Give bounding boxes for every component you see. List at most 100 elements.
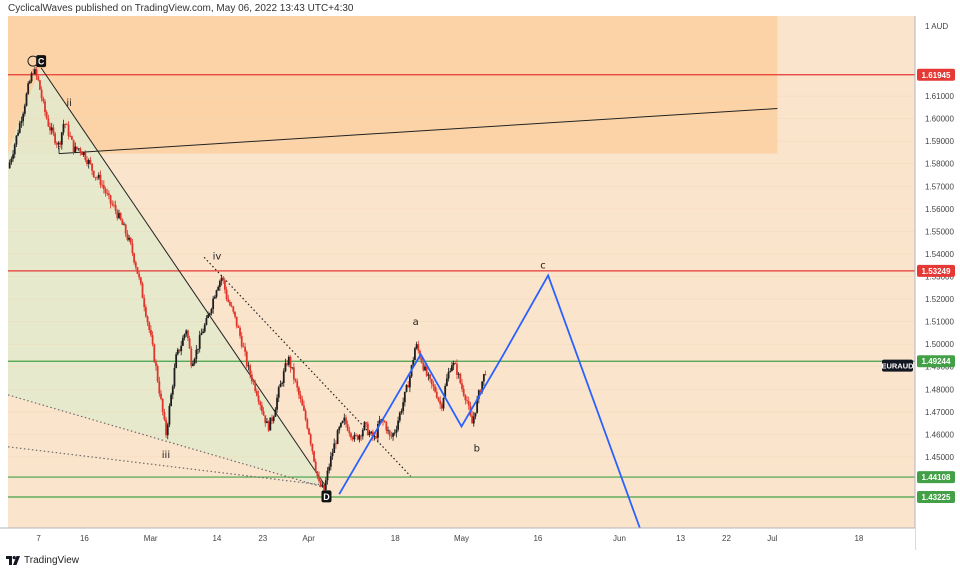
- candle-body: [155, 362, 157, 366]
- candle-body: [193, 359, 196, 364]
- candle-body: [301, 399, 304, 406]
- candle-body: [350, 433, 352, 438]
- wedge-fill: [8, 67, 327, 488]
- level-price-text: 1.49244: [922, 357, 951, 366]
- candle-body: [292, 367, 295, 380]
- x-tick-label: 13: [676, 534, 685, 543]
- marker-badge: [36, 55, 47, 68]
- candle-body: [81, 151, 83, 155]
- wave-label: iii: [162, 450, 170, 461]
- candle-body: [400, 410, 403, 413]
- candle-body: [96, 177, 99, 179]
- projection-path: [338, 273, 641, 529]
- y-tick-label: 1.56000: [925, 205, 954, 214]
- candle-body: [454, 363, 457, 364]
- wave-label: ii: [66, 98, 72, 109]
- candle-body: [324, 480, 327, 490]
- candle-body: [99, 174, 102, 185]
- currency-label: 1 AUD: [925, 22, 948, 31]
- candle-body: [430, 378, 433, 385]
- candle-body: [417, 344, 420, 351]
- candle-body: [47, 118, 50, 127]
- candle-body: [230, 305, 233, 307]
- wave-label: b: [474, 443, 480, 454]
- candle-body: [114, 205, 117, 211]
- candle-body: [385, 422, 388, 431]
- candle-body: [247, 365, 250, 367]
- candle-body: [181, 338, 184, 346]
- candle-body: [427, 374, 430, 376]
- candle-body: [338, 427, 341, 431]
- candle-body: [403, 391, 406, 403]
- candle-body: [395, 429, 398, 433]
- candle-body: [72, 139, 75, 153]
- candle-body: [447, 371, 450, 379]
- candle-body: [397, 420, 400, 430]
- candle-body: [309, 434, 312, 444]
- candle-body: [69, 136, 72, 137]
- candle-body: [449, 370, 452, 372]
- candle-body: [272, 416, 275, 422]
- publisher-header: CyclicalWaves published on TradingView.c…: [8, 3, 354, 14]
- candle-body: [377, 424, 379, 438]
- candle-body: [366, 423, 369, 436]
- candle-body: [398, 412, 401, 421]
- level-price-tag: [917, 264, 955, 277]
- candle-body: [229, 302, 231, 306]
- candle-body: [234, 311, 236, 317]
- x-tick-label: May: [454, 534, 469, 543]
- candle-body: [107, 193, 110, 196]
- candle-body: [351, 437, 354, 440]
- y-tick-label: 1.51000: [925, 318, 954, 327]
- candle-body: [287, 356, 290, 365]
- wave-label: a: [413, 317, 419, 328]
- dotted-trendline: [7, 446, 324, 486]
- level-price-text: 1.43225: [922, 493, 951, 502]
- candle-body: [291, 367, 294, 369]
- candle-body: [141, 283, 144, 299]
- solid-trendline: [58, 107, 778, 155]
- candle-body: [156, 365, 159, 382]
- candle-body: [303, 405, 305, 411]
- candle-body: [279, 383, 282, 388]
- candle-body: [113, 204, 115, 206]
- candle-body: [22, 113, 25, 122]
- candle-body: [314, 461, 317, 472]
- candle-body: [451, 365, 453, 371]
- candle-body: [392, 433, 394, 437]
- candle-body: [308, 428, 310, 435]
- candle-body: [361, 430, 364, 437]
- candle-body: [139, 277, 142, 284]
- candle-body: [340, 422, 342, 428]
- candle-body: [360, 435, 363, 437]
- candle-body: [150, 329, 152, 336]
- candle-body: [281, 383, 283, 384]
- candle-body: [414, 348, 416, 360]
- candle-body: [18, 123, 21, 133]
- y-tick-label: 1.46000: [925, 430, 954, 439]
- candle-body: [37, 76, 40, 81]
- candle-body: [355, 434, 357, 436]
- dotted-trendline: [7, 394, 325, 488]
- candle-body: [153, 344, 156, 363]
- candle-body: [237, 326, 240, 328]
- candle-body: [383, 421, 386, 423]
- candle-body: [462, 388, 465, 396]
- candle-body: [146, 316, 149, 323]
- candle-body: [20, 121, 23, 124]
- candle-body: [311, 443, 314, 452]
- y-tick-label: 1.54000: [925, 250, 954, 259]
- projection-layer: [338, 273, 641, 529]
- candle-body: [192, 363, 194, 366]
- candle-body: [123, 224, 125, 226]
- candle-body: [363, 422, 366, 431]
- candle-body: [294, 379, 297, 382]
- candle-body: [198, 335, 201, 349]
- candle-body: [375, 436, 378, 438]
- candle-body: [133, 253, 136, 263]
- candle-body: [190, 348, 193, 366]
- y-tick-label: 1.49000: [925, 363, 954, 372]
- candle-body: [136, 267, 139, 274]
- level-price-tag: [917, 68, 955, 81]
